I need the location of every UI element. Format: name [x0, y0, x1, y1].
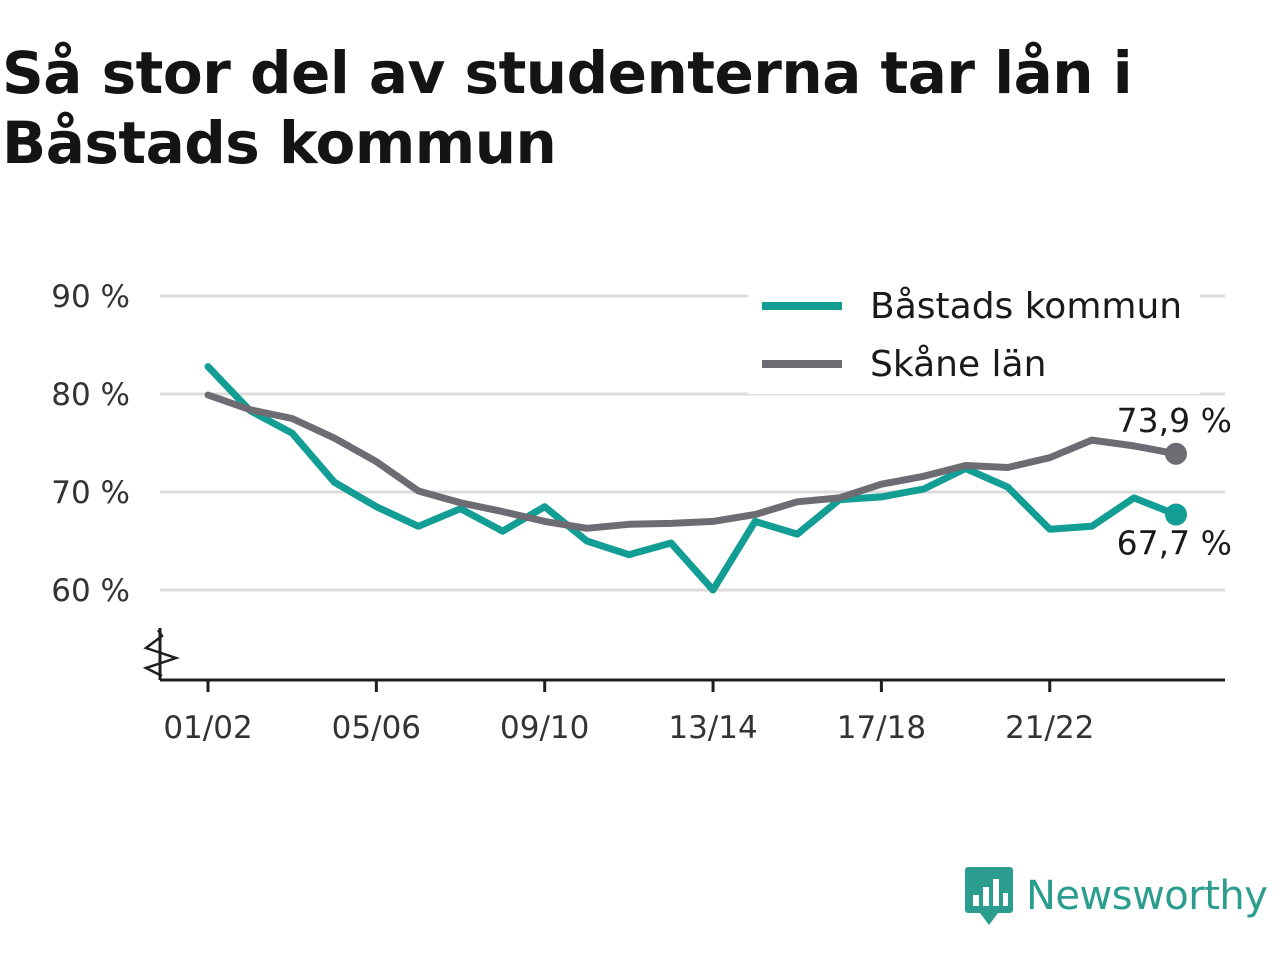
series-line-skane — [204, 391, 1180, 532]
y-tick-label: 90 % — [51, 279, 130, 315]
chart-title: Så stor del av studenterna tar lån i Bås… — [2, 39, 1133, 177]
x-axis — [142, 628, 1225, 682]
legend-label: Båstads kommun — [870, 286, 1182, 327]
legend-background — [748, 280, 1200, 394]
brand-name: Newsworthy — [1026, 873, 1268, 919]
x-tick-label: 01/02 — [163, 710, 252, 746]
x-axis-tick-labels: 01/02 05/06 09/10 13/14 17/18 21/22 — [163, 680, 1094, 746]
y-tick-label: 70 % — [51, 475, 130, 511]
x-tick-label: 09/10 — [500, 710, 589, 746]
end-value-label: 73,9 % — [1117, 401, 1232, 440]
end-point — [1165, 442, 1187, 465]
x-tick-label: 05/06 — [332, 710, 421, 746]
series-line-bastad — [204, 363, 1180, 594]
legend: Båstads kommun Skåne län — [748, 280, 1200, 394]
x-tick-label: 17/18 — [837, 710, 926, 746]
axis-break-icon — [142, 629, 180, 678]
newsworthy-logo-icon — [965, 867, 1013, 925]
y-tick-label: 60 % — [51, 573, 130, 609]
brand-logo: Newsworthy — [964, 864, 1268, 928]
end-value-labels: 67,7 % 73,9 % — [1117, 401, 1232, 563]
series-lines — [204, 363, 1187, 594]
end-value-label: 67,7 % — [1117, 524, 1232, 563]
y-axis-tick-labels: 90 % 80 % 70 % 60 % — [51, 279, 130, 609]
x-tick-label: 13/14 — [668, 710, 757, 746]
y-tick-label: 80 % — [51, 377, 130, 413]
end-point — [1165, 503, 1187, 526]
x-tick-label: 21/22 — [1005, 710, 1094, 746]
legend-label: Skåne län — [870, 344, 1046, 385]
